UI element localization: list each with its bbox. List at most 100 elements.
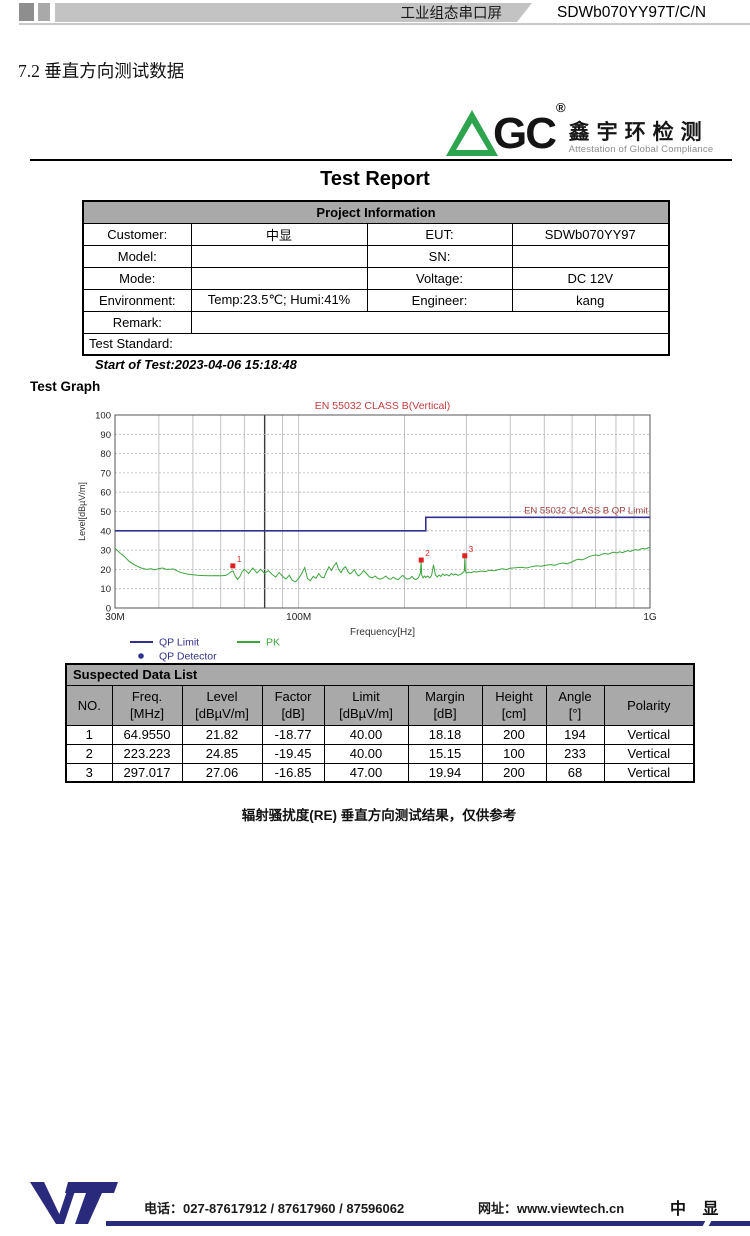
- chart-title: EN 55032 CLASS B(Vertical): [315, 400, 450, 412]
- legend-label-qp-detector: QP Detector: [159, 651, 217, 663]
- viewtech-logo-icon: [28, 1178, 133, 1231]
- marker-point: [462, 553, 468, 559]
- header-product-type: 工业组态串口屏: [400, 6, 502, 22]
- field-label-engineer: Engineer:: [366, 288, 513, 312]
- table-cell: 24.85: [181, 743, 263, 764]
- table-cell: Vertical: [603, 762, 695, 783]
- field-value-voltage: DC 12V: [511, 266, 670, 290]
- footer-website: 网址：www.viewtech.cn: [478, 1201, 625, 1216]
- y-tick-label: 20: [100, 565, 111, 576]
- agc-logo-names: 鑫宇环检测 Attestation of Global Compliance: [569, 121, 714, 156]
- y-tick-label: 40: [100, 526, 111, 537]
- project-info-header: Project Information: [82, 200, 670, 224]
- table-row: 3 297.017 27.06 -16.85 47.00 19.94 200 68 Vertic…: [65, 762, 695, 783]
- start-of-test: Start of Test:2023-04-06 15:18:48: [95, 357, 297, 372]
- logo-rule-line: [30, 159, 732, 161]
- column-header: Height [cm]: [481, 684, 547, 726]
- field-value-mode: [190, 266, 368, 290]
- table-cell: 68: [545, 762, 605, 783]
- marker-number: 2: [425, 549, 430, 558]
- y-tick-label: 90: [100, 430, 111, 441]
- table-row: 1 64.9550 21.82 -18.77 40.00 18.18 200 194 Verti…: [65, 724, 695, 745]
- test-graph-label: Test Graph: [30, 379, 101, 394]
- field-label-test-standard: Test Standard:: [82, 332, 670, 356]
- field-value-customer: 中显: [190, 222, 368, 246]
- legend-label-pk: PK: [266, 637, 280, 649]
- y-tick-label: 60: [100, 488, 111, 499]
- table-cell: 100: [481, 743, 547, 764]
- plot-border: [114, 414, 651, 609]
- field-label-remark: Remark:: [82, 310, 192, 334]
- footer-phone: 电话：027-87617912 / 87617960 / 87596062: [144, 1201, 405, 1216]
- x-tick-label: 1G: [643, 612, 657, 623]
- x-tick-label: 100M: [286, 612, 311, 623]
- qp-limit-label: EN 55032 CLASS B QP Limit: [524, 505, 648, 516]
- qp-limit-line: [115, 516, 650, 532]
- marker-point: [230, 563, 236, 569]
- column-header: Factor [dB]: [261, 684, 325, 726]
- test-graph-chart: EN 55032 CLASS B(Vertical) EN 55032 CLASS…: [75, 398, 680, 670]
- field-value-model: [190, 244, 368, 268]
- table-cell: 21.82: [181, 724, 263, 745]
- agc-gc: GC: [493, 109, 557, 158]
- marker-number: 1: [237, 555, 242, 564]
- y-tick-label: 50: [100, 507, 111, 518]
- table-cell: Vertical: [603, 743, 695, 764]
- table-cell: 27.06: [181, 762, 263, 783]
- table-cell: 40.00: [323, 724, 409, 745]
- table-row: 2 223.223 24.85 -19.45 40.00 15.15 100 233 Verti…: [65, 743, 695, 764]
- table-cell: 40.00: [323, 743, 409, 764]
- result-caption: 辐射骚扰度(RE) 垂直方向测试结果，仅供参考: [241, 808, 517, 823]
- project-info-table: Project Information Customer: 中显 EUT: SD…: [82, 200, 670, 356]
- table-cell: -18.77: [261, 724, 325, 745]
- suspected-data-list-table: Suspected Data List NO. Freq. [MHz] Level [dB…: [65, 663, 696, 783]
- header-bar: 工业组态串口屏: [55, 3, 532, 22]
- table-cell: 297.017: [111, 762, 183, 783]
- agc-logo-text: GC®: [493, 100, 565, 158]
- header-decoration-square-dark: [19, 3, 34, 21]
- section-title: 7.2 垂直方向测试数据: [18, 61, 185, 81]
- field-value-engineer: kang: [511, 288, 670, 312]
- field-value-eut: SDWb070YY97: [511, 222, 670, 246]
- table-cell: 18.18: [407, 724, 483, 745]
- marker-point: [418, 557, 424, 563]
- legend-dot-qp-detector: [138, 653, 144, 659]
- table-cell: 194: [545, 724, 605, 745]
- emc-chart-svg: EN 55032 CLASS B(Vertical) EN 55032 CLASS…: [77, 400, 657, 663]
- suspected-data-list-title: Suspected Data List: [65, 663, 695, 686]
- table-cell: 223.223: [111, 743, 183, 764]
- column-header: Freq. [MHz]: [111, 684, 183, 726]
- table-cell: 233: [545, 743, 605, 764]
- column-header: Margin [dB]: [407, 684, 483, 726]
- table-cell: 19.94: [407, 762, 483, 783]
- field-label-customer: Customer:: [82, 222, 192, 246]
- y-tick-label: 10: [100, 584, 111, 595]
- table-cell: 15.15: [407, 743, 483, 764]
- table-cell: 1: [65, 724, 113, 745]
- field-value-remark: [190, 310, 670, 334]
- table-cell: -19.45: [261, 743, 325, 764]
- field-label-environment: Environment:: [82, 288, 192, 312]
- registered-mark: ®: [556, 100, 565, 115]
- y-axis-title: Level[dBµV/m]: [77, 482, 87, 541]
- legend-label-qp-limit: QP Limit: [159, 637, 199, 649]
- field-value-sn: [511, 244, 670, 268]
- field-label-mode: Mode:: [82, 266, 192, 290]
- column-header: Limit [dBµV/m]: [323, 684, 409, 726]
- field-label-model: Model:: [82, 244, 192, 268]
- agc-logo: GC® 鑫宇环检测 Attestation of Global Complian…: [446, 100, 734, 156]
- agc-triangle-icon: [446, 110, 498, 156]
- table-cell: 47.00: [323, 762, 409, 783]
- footer-rule-bar: [106, 1221, 750, 1226]
- field-label-voltage: Voltage:: [366, 266, 513, 290]
- y-tick-label: 0: [106, 604, 111, 615]
- column-header: Level [dBµV/m]: [181, 684, 263, 726]
- field-label-eut: EUT:: [366, 222, 513, 246]
- table-cell: 200: [481, 762, 547, 783]
- table-cell: 200: [481, 724, 547, 745]
- pk-trace: [114, 546, 651, 583]
- y-tick-label: 100: [95, 411, 111, 422]
- table-cell: -16.85: [261, 762, 325, 783]
- table-cell: Vertical: [603, 724, 695, 745]
